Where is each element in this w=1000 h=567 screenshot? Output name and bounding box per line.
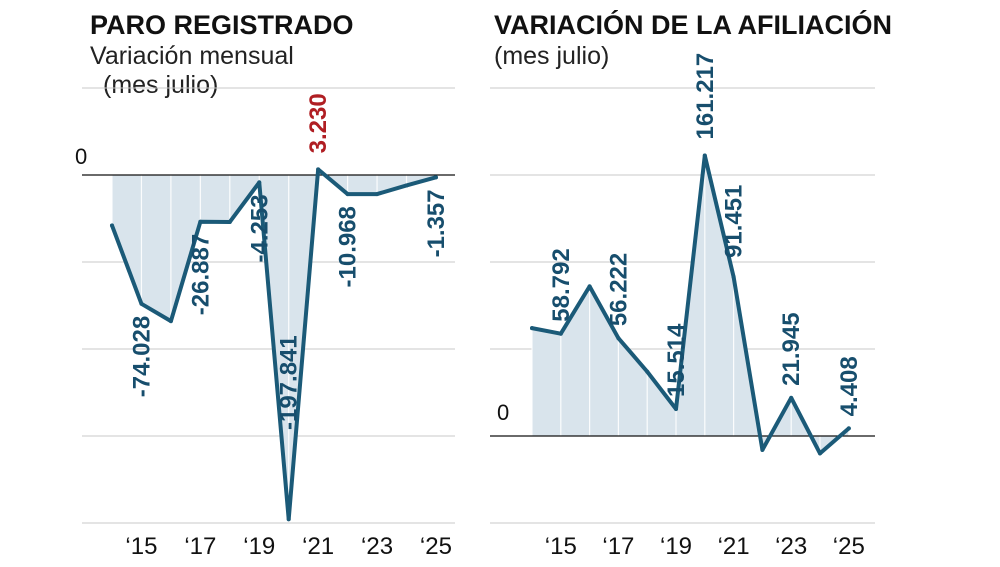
left-x-tick-label: ‘21	[302, 533, 334, 560]
right-x-tick-label: ‘19	[660, 533, 692, 560]
right-zero-label: 0	[497, 400, 509, 425]
right-x-tick-label: ‘23	[775, 533, 807, 560]
right-data-label: 4.408	[836, 356, 863, 416]
right-data-point	[587, 284, 592, 289]
left-data-label: -26.887	[187, 234, 214, 315]
right-data-point	[616, 336, 621, 341]
left-data-point	[375, 192, 380, 197]
left-chart-panel: ‘15 ‘17 ‘19 ‘21 ‘23 ‘25 -74.028 -26.887 -4.253 -1…	[82, 87, 455, 560]
right-data-point	[818, 451, 822, 456]
left-data-point	[257, 180, 262, 185]
left-x-tick-label: ‘23	[361, 533, 393, 560]
left-data-point	[404, 183, 409, 188]
left-data-label: -10.968	[335, 206, 362, 287]
right-data-point	[789, 395, 794, 400]
right-chart-panel: ‘15 ‘17 ‘19 ‘21 ‘23 ‘25 58.792 56.222 15.514 161.…	[490, 53, 875, 560]
left-data-label: 3.230	[305, 93, 332, 153]
right-data-label: 15.514	[663, 323, 690, 397]
left-data-point	[345, 192, 350, 197]
left-data-point	[198, 219, 203, 224]
right-x-tick-label: ‘15	[545, 533, 577, 560]
right-data-label: 58.792	[548, 248, 575, 321]
left-data-label: -1.357	[423, 189, 450, 257]
right-x-tick-label: ‘21	[718, 533, 750, 560]
left-x-tick-label: ‘15	[125, 533, 157, 560]
left-data-label: -4.253	[246, 194, 273, 262]
left-data-point	[316, 167, 321, 172]
left-chart-subtitle: Variación mensual	[90, 42, 294, 70]
right-data-point	[731, 274, 736, 279]
left-data-point	[286, 517, 291, 522]
left-data-point	[433, 175, 438, 180]
left-zero-label: 0	[75, 144, 87, 169]
left-series-line	[110, 167, 438, 522]
right-area-fill	[532, 155, 849, 454]
left-x-tick-label: ‘19	[243, 533, 275, 560]
left-data-point	[168, 319, 173, 324]
right-data-point	[530, 326, 534, 331]
left-x-tick-label: ‘17	[184, 533, 216, 560]
right-data-point	[558, 331, 563, 336]
right-data-point	[760, 447, 765, 452]
right-series-line	[530, 153, 851, 456]
right-data-label: 21.945	[778, 312, 805, 385]
right-data-label: 161.217	[692, 53, 719, 140]
left-data-point	[227, 219, 232, 224]
right-chart-subtitle: (mes julio)	[494, 42, 609, 70]
left-chart-title: PARO REGISTRADO	[90, 10, 354, 40]
right-data-point	[645, 369, 650, 374]
left-chart-subtitle-2: (mes julio)	[103, 71, 218, 99]
left-x-tick-label: ‘25	[420, 533, 452, 560]
left-data-point	[139, 301, 144, 306]
right-data-point	[674, 407, 678, 412]
right-data-point	[702, 153, 707, 158]
right-chart-title: VARIACIÓN DE LA AFILIACIÓN	[494, 9, 892, 40]
right-x-tick-label: ‘25	[833, 533, 865, 560]
right-x-tick-label: ‘17	[602, 533, 634, 560]
right-data-label: 56.222	[605, 253, 632, 326]
right-data-label: 91.451	[721, 185, 748, 258]
left-data-label: -197.841	[276, 335, 303, 430]
left-data-label: -74.028	[128, 316, 155, 397]
left-data-point	[110, 223, 114, 228]
right-data-point	[846, 426, 851, 431]
